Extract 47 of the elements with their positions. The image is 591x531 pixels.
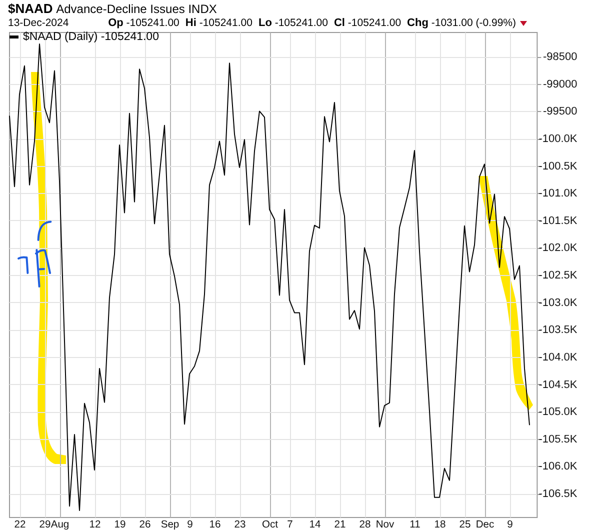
x-tick-label: 19 bbox=[114, 519, 126, 530]
y-tick-label: -100.0K bbox=[538, 133, 578, 146]
y-tick-label: -102.5K bbox=[538, 270, 578, 282]
x-tick-label: 16 bbox=[209, 519, 221, 530]
x-tick-label: 22 bbox=[14, 519, 26, 530]
y-tick-label: -105.0K bbox=[538, 406, 578, 418]
line-series bbox=[9, 44, 530, 511]
y-tick-label: -104.5K bbox=[538, 378, 578, 391]
chart-subtitle: 13-Dec-2024 bbox=[8, 17, 69, 30]
y-tick-label: -105.5K bbox=[538, 433, 578, 446]
text: Hi -105241.00 bbox=[185, 17, 252, 29]
x-tick-label: 29 bbox=[39, 519, 51, 530]
text: Cl -105241.00 bbox=[334, 17, 402, 29]
x-tick-label: Dec bbox=[476, 519, 494, 530]
text: Chg -1031.00 (-0.99%) bbox=[407, 17, 516, 29]
x-tick-label: 11 bbox=[410, 519, 421, 530]
legend-label: $NAAD (Daily) -105241.00 bbox=[23, 31, 159, 44]
y-tick-label: -99000 bbox=[542, 78, 578, 90]
y-tick-label: -106.0K bbox=[538, 460, 578, 473]
x-tick-label: 23 bbox=[234, 519, 246, 530]
x-tick-label: 25 bbox=[459, 519, 471, 530]
x-tick-label: 12 bbox=[89, 519, 101, 530]
x-tick-label: 26 bbox=[139, 519, 151, 530]
x-tick-label: Nov bbox=[376, 519, 395, 530]
x-tick-label: 14 bbox=[309, 519, 321, 530]
y-tick-label: -98500 bbox=[542, 51, 578, 64]
y-tick-label: -99500 bbox=[542, 106, 578, 118]
y-tick-label: -101.5K bbox=[538, 214, 578, 227]
x-tick-label: 7 bbox=[287, 519, 294, 530]
x-tick-label: 9 bbox=[187, 519, 194, 530]
x-tick-label: Oct bbox=[262, 519, 278, 530]
x-tick-label: Aug bbox=[50, 519, 70, 530]
x-tick-label: 28 bbox=[359, 519, 371, 530]
x-tick-label: 18 bbox=[434, 519, 446, 530]
x-tick-label: Sep bbox=[160, 519, 180, 530]
y-tick-label: -104.0K bbox=[538, 351, 578, 364]
x-tick-label: 9 bbox=[507, 519, 514, 530]
y-tick-label: -106.5K bbox=[538, 488, 578, 500]
y-tick-label: -103.5K bbox=[538, 324, 578, 336]
y-tick-label: -100.5K bbox=[538, 160, 578, 172]
text: Op -105241.00 bbox=[108, 17, 180, 29]
chart-title: $NAAD Advance-Decline Issues INDX bbox=[8, 1, 217, 16]
y-tick-label: -101.0K bbox=[538, 188, 578, 200]
x-tick-label: 21 bbox=[334, 519, 346, 530]
y-tick-label: -103.0K bbox=[538, 296, 578, 309]
text: Lo -105241.00 bbox=[258, 17, 328, 29]
y-tick-label: -102.0K bbox=[538, 242, 578, 254]
